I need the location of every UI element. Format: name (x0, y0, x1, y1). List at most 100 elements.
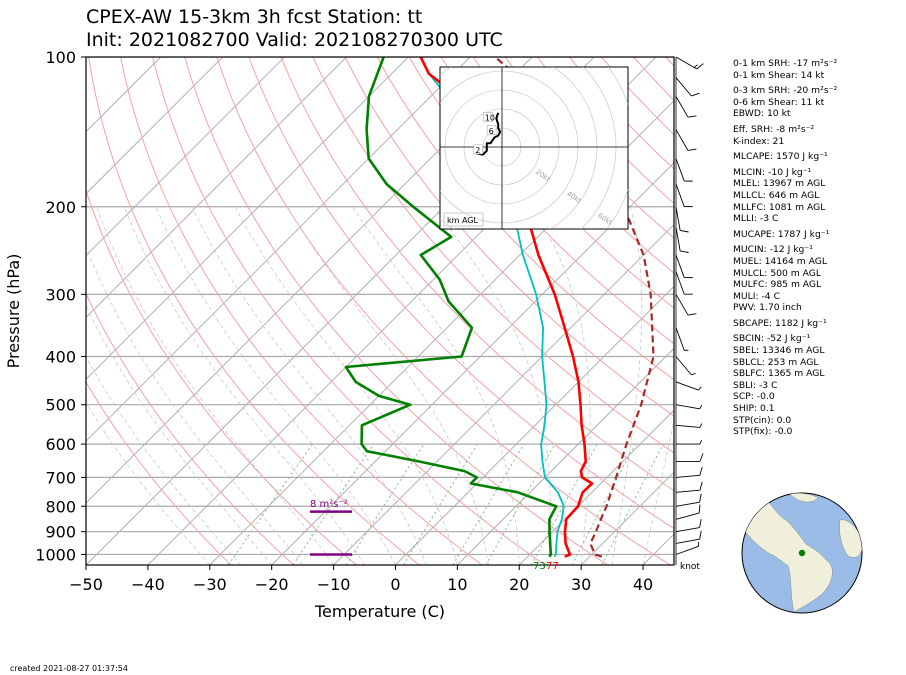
x-tick-label: −40 (131, 575, 165, 594)
wind-barb (675, 404, 703, 410)
y-tick-label: 100 (45, 48, 76, 67)
barb-half-flag (698, 386, 702, 391)
parameter-line: MLCAPE: 1570 J kg⁻¹ (733, 151, 828, 163)
wind-barb (675, 77, 700, 97)
chart-title-line2: Init: 2021082700 Valid: 202108270300 UTC (86, 29, 503, 51)
y-tick-label: 900 (45, 523, 76, 542)
dry-adiabat (376, 57, 674, 381)
wind-barb (675, 493, 702, 507)
parameter-line: MULCL: 500 m AGL (733, 267, 822, 279)
y-tick-label: 600 (45, 435, 76, 454)
y-tick-label: 500 (45, 396, 76, 415)
x-axis-label: Temperature (C) (314, 602, 445, 621)
x-tick-label: 10 (447, 575, 467, 594)
barb-staff (675, 271, 685, 295)
x-tick-label: 0 (390, 575, 400, 594)
barb-flag (699, 466, 703, 476)
plot-frame (85, 56, 675, 566)
barb-flag (687, 313, 697, 316)
parameter-line: MLEL: 13967 m AGL (733, 178, 826, 190)
globe-americas (743, 494, 833, 613)
parameter-line: SCP: -0.0 (733, 391, 775, 403)
barb-half-flag (698, 542, 700, 547)
barb-half-flag (699, 439, 702, 445)
barb-flag (699, 481, 703, 491)
barb-half-flag (693, 64, 698, 68)
wind-barb (675, 158, 693, 182)
moist-adiabat (234, 206, 458, 565)
barb-staff (675, 206, 681, 231)
x-tick-label: 20 (509, 575, 529, 594)
y-tick-label: 700 (45, 468, 76, 487)
moist-adiabat (611, 206, 643, 565)
barb-staff (675, 158, 685, 182)
y-tick-label: 800 (45, 497, 76, 516)
moist-adiabat (531, 206, 591, 565)
barb-staff (675, 356, 692, 376)
dry-adiabat (440, 57, 674, 309)
parameter-line: SBLFC: 1365 m AGL (733, 368, 825, 380)
isotherm (86, 57, 471, 442)
parameter-line: MLLFC: 1081 m AGL (733, 201, 826, 213)
dry-adiabat (86, 189, 357, 565)
wind-barb (675, 423, 703, 428)
parameter-line: STP(fix): -0.0 (733, 426, 793, 438)
parameter-line: 0-6 km Shear: 11 kt (733, 96, 825, 108)
parameter-line: MLLI: -3 C (733, 213, 779, 225)
dry-adiabat (184, 57, 608, 565)
wind-barb (675, 96, 697, 118)
parameter-line: Eff. SRH: -8 m²s⁻² (733, 123, 815, 135)
barb-flag (684, 277, 693, 279)
barb-staff (675, 77, 692, 97)
globe-land (743, 493, 862, 613)
barb-staff (675, 129, 689, 151)
barb-half-flag (691, 373, 696, 376)
wind-barb (675, 519, 702, 533)
barb-flag (687, 115, 697, 118)
barb-flag (699, 493, 702, 503)
barb-staff (675, 512, 700, 520)
parameter-line: MUEL: 14164 m AGL (733, 255, 827, 267)
parameter-line: MULFC: 985 m AGL (733, 279, 822, 291)
parameter-panel: 0-1 km SRH: -17 m²s⁻² 0-1 km Shear: 14 kt… (733, 58, 903, 438)
parameter-line: 0-1 km Shear: 14 kt (733, 69, 825, 81)
wind-barb (675, 327, 689, 351)
parameter-line: MLCIN: -10 J kg⁻¹ (733, 166, 812, 178)
hodograph-height-label: 2 (475, 146, 480, 155)
isotherm (86, 57, 223, 195)
barb-flag (680, 229, 689, 233)
isotherm (86, 57, 285, 257)
barb-half-flag (699, 404, 703, 410)
wind-barb (675, 542, 700, 555)
isotherm (271, 161, 674, 565)
dry-adiabat (344, 57, 674, 417)
barb-flag (684, 293, 693, 295)
mixing-ratio-line (452, 443, 525, 565)
hodograph-frame (439, 66, 629, 230)
barb-staff (675, 183, 685, 207)
barb-staff (675, 538, 700, 544)
mixing-ratio-line (601, 443, 664, 565)
x-tick-label: −10 (317, 575, 351, 594)
isotherm (518, 409, 674, 565)
mixing-ratio-line (345, 443, 425, 565)
wind-barb (675, 356, 696, 376)
chart-title-line1: CPEX-AW 15-3km 3h fcst Station: tt (86, 6, 423, 28)
wind-barb (676, 453, 704, 462)
created-timestamp: created 2021-08-27 01:37:54 (10, 664, 128, 673)
moist-adiabat (642, 418, 674, 565)
srh-label: 8 m²s⁻² (310, 499, 348, 510)
wind-barb (676, 439, 702, 445)
mixing-ratio-line (227, 443, 314, 565)
barb-staff (675, 327, 685, 351)
barb-staff (675, 545, 699, 555)
hodograph-height-box (482, 112, 493, 122)
x-tick-label: −30 (193, 575, 227, 594)
axes: −50 −40 −30 −20 −10 0 10 20 30 40 100 200 300 400 500 6… (35, 48, 653, 594)
wind-barb (675, 530, 702, 544)
barb-flag (687, 148, 697, 151)
mixing-ratio-line (571, 443, 636, 565)
parameter-line: EBWD: 10 kt (733, 108, 791, 120)
barb-staff (675, 381, 699, 391)
moist-adiabat (351, 206, 520, 565)
